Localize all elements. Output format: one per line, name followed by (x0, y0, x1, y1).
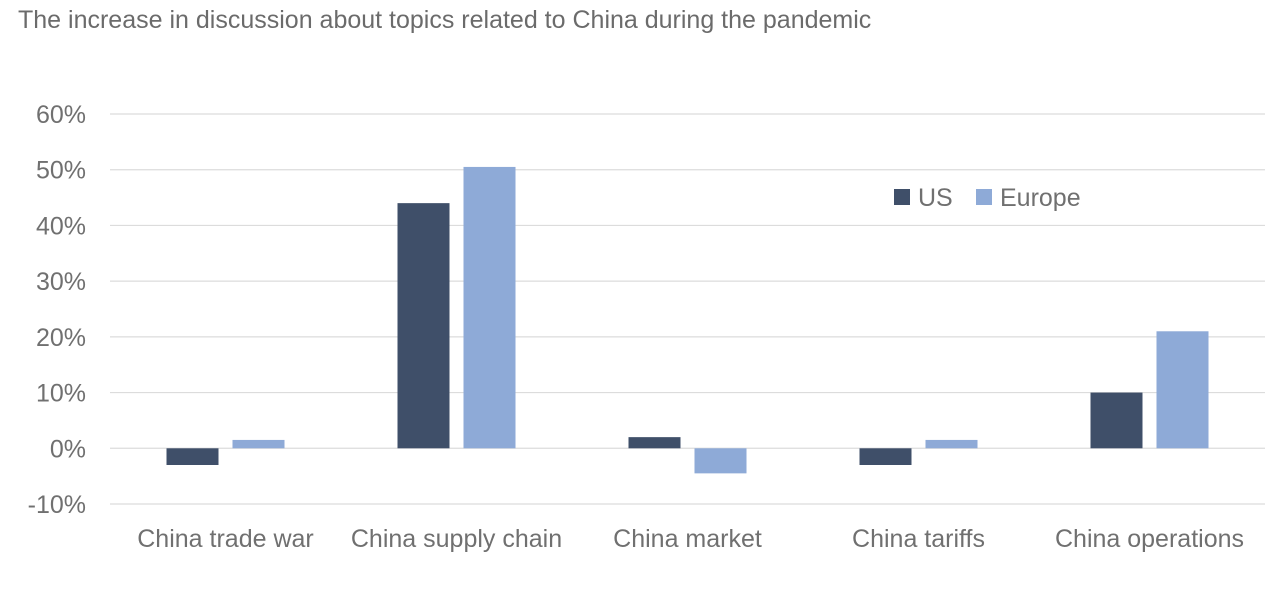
bar-us-2 (397, 203, 450, 449)
legend: US Europe (894, 184, 1081, 212)
legend-swatch-europe (976, 189, 992, 205)
bar-us-1 (166, 448, 219, 465)
y-tick-label: 60% (36, 101, 86, 129)
bar-europe-1 (232, 439, 285, 449)
x-axis-labels: China trade war China supply chain China m… (137, 525, 1244, 553)
y-tick-label: 20% (36, 324, 86, 352)
bar-us-5 (1090, 392, 1143, 449)
bar-europe-5 (1156, 331, 1209, 449)
x-category-label: China trade war (137, 525, 313, 553)
y-tick-label: 0% (50, 435, 86, 463)
bar-us-4 (859, 448, 912, 465)
y-tick-label: 50% (36, 157, 86, 185)
y-tick-label: 40% (36, 212, 86, 240)
bar-europe-3 (694, 448, 747, 474)
x-category-label: China operations (1055, 525, 1244, 553)
legend-label-us: US (918, 184, 953, 212)
bar-europe-2 (463, 166, 516, 449)
x-category-label: China market (613, 525, 762, 553)
bar-europe-4 (925, 439, 978, 449)
x-category-label: China supply chain (351, 525, 562, 553)
y-axis-labels: 60% 50% 40% 30% 20% 10% 0% -10% (28, 101, 86, 519)
y-tick-label: 30% (36, 268, 86, 296)
gridlines (110, 113, 1265, 505)
y-tick-label: 10% (36, 380, 86, 408)
legend-swatch-us (894, 189, 910, 205)
chart-title: The increase in discussion about topics … (18, 6, 872, 34)
bars (166, 166, 1209, 474)
bar-us-3 (628, 437, 681, 449)
y-tick-label: -10% (28, 491, 86, 519)
x-category-label: China tariffs (852, 525, 985, 553)
legend-label-europe: Europe (1000, 184, 1081, 212)
